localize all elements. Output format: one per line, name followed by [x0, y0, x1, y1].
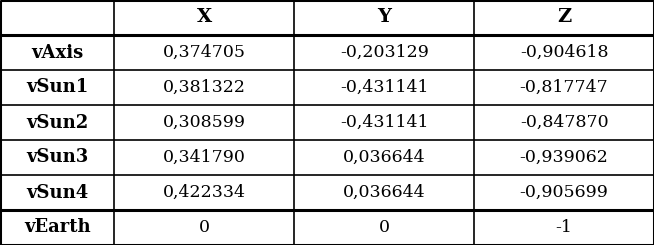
Text: X: X	[197, 9, 212, 26]
Text: vSun1: vSun1	[26, 78, 88, 97]
Text: -1: -1	[556, 219, 572, 236]
Text: vSun3: vSun3	[26, 148, 88, 167]
Text: 0: 0	[199, 219, 210, 236]
Text: 0,381322: 0,381322	[163, 79, 246, 96]
Text: 0,308599: 0,308599	[163, 114, 246, 131]
Text: 0,036644: 0,036644	[343, 149, 426, 166]
Text: vEarth: vEarth	[24, 219, 90, 236]
Text: 0,422334: 0,422334	[163, 184, 246, 201]
Text: 0,374705: 0,374705	[163, 44, 246, 61]
Text: -0,431141: -0,431141	[340, 79, 428, 96]
Text: 0: 0	[379, 219, 390, 236]
Text: 0,341790: 0,341790	[163, 149, 246, 166]
Text: -0,431141: -0,431141	[340, 114, 428, 131]
Text: vAxis: vAxis	[31, 44, 83, 61]
Text: -0,847870: -0,847870	[520, 114, 608, 131]
Text: Z: Z	[557, 9, 571, 26]
Text: vSun4: vSun4	[26, 184, 88, 201]
Text: -0,904618: -0,904618	[520, 44, 608, 61]
Text: vSun2: vSun2	[26, 113, 88, 132]
Text: Y: Y	[377, 9, 391, 26]
Text: -0,939062: -0,939062	[520, 149, 608, 166]
Text: -0,817747: -0,817747	[520, 79, 608, 96]
Text: 0,036644: 0,036644	[343, 184, 426, 201]
Text: -0,203129: -0,203129	[340, 44, 428, 61]
Text: -0,905699: -0,905699	[520, 184, 608, 201]
